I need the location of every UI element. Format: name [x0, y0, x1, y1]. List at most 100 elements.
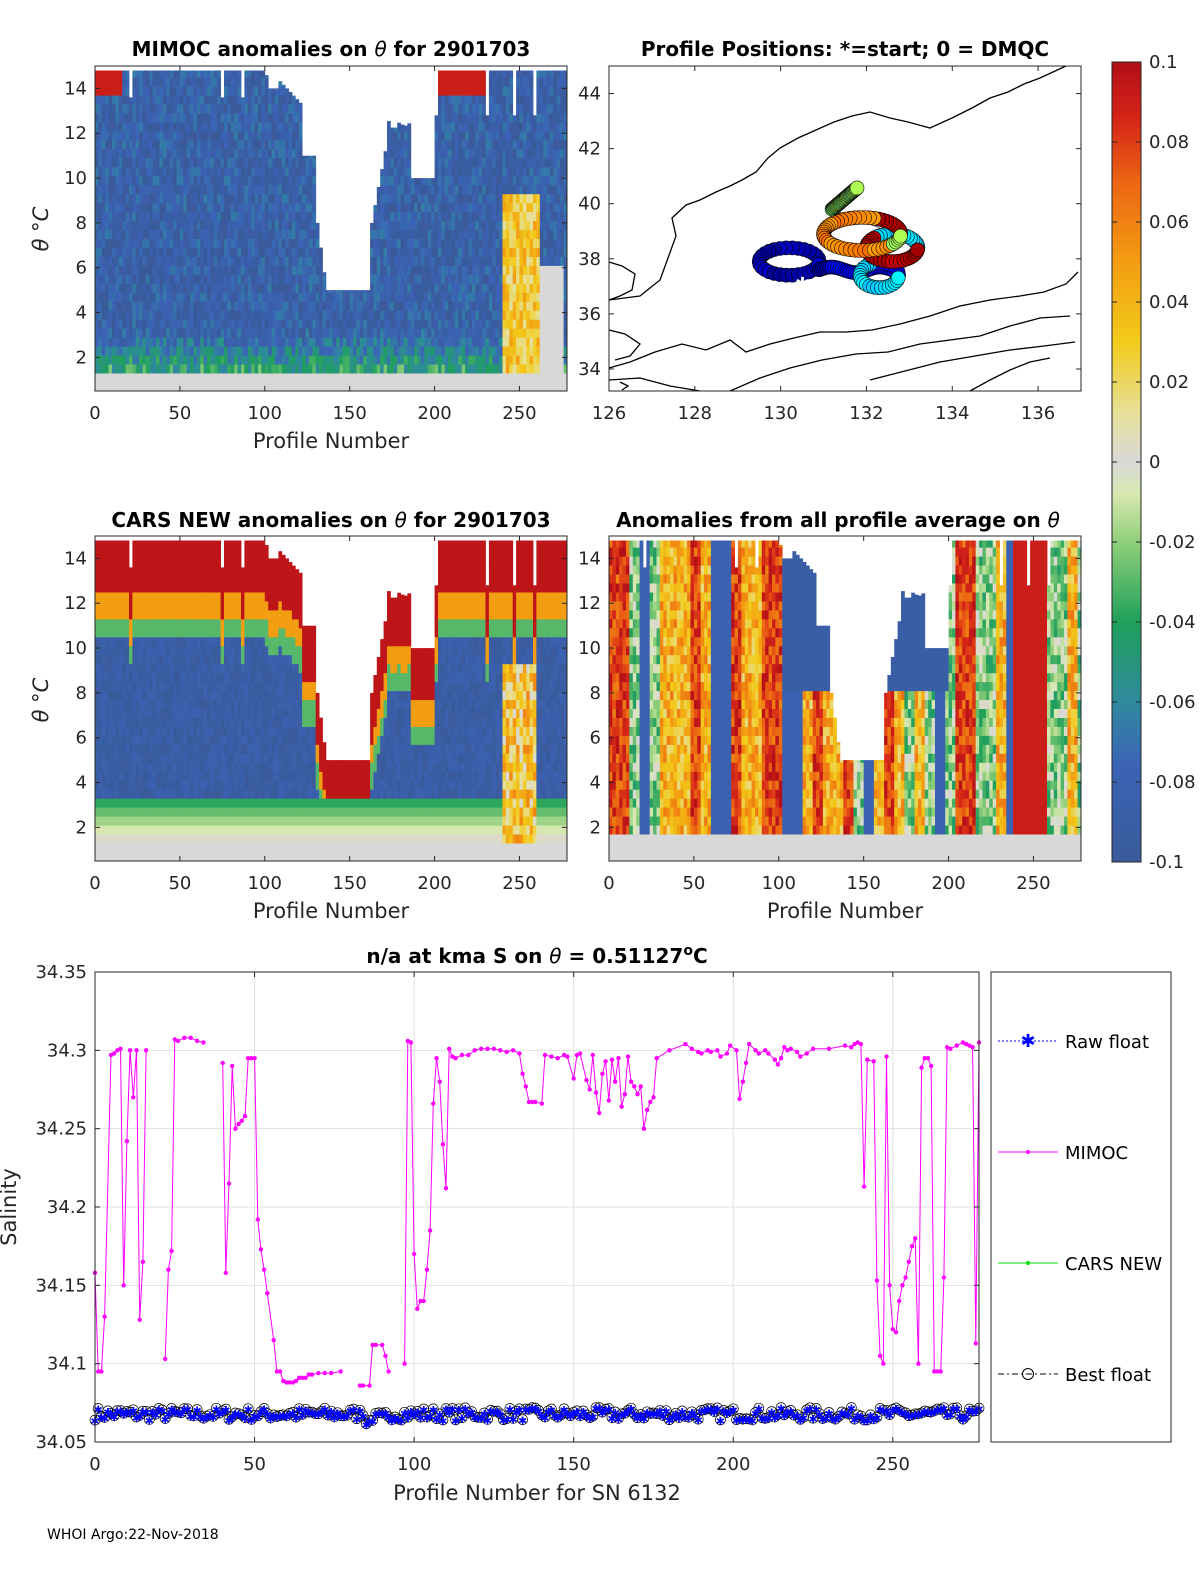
heatmap-cell — [461, 382, 466, 392]
heatmap-cell — [288, 148, 293, 159]
heatmap-cell — [404, 319, 408, 329]
heatmap-cell — [407, 364, 412, 374]
heatmap-cell — [424, 247, 429, 257]
heatmap-cell — [444, 104, 449, 114]
heatmap-cell — [207, 346, 211, 356]
heatmap-cell — [376, 382, 381, 392]
heatmap-cell — [186, 274, 191, 284]
heatmap-cell — [156, 301, 160, 311]
heatmap-cell — [383, 310, 388, 320]
heatmap-cell — [495, 292, 500, 302]
heatmap-cell — [115, 771, 120, 781]
heatmap-cell — [512, 382, 517, 392]
heatmap-cell — [485, 337, 490, 347]
heatmap-cell — [475, 202, 480, 213]
heatmap-cell — [560, 202, 564, 213]
heatmap-cell — [142, 122, 147, 132]
heatmap-cell — [482, 113, 486, 123]
heatmap-cell — [516, 292, 520, 302]
heatmap-cell — [118, 148, 123, 159]
heatmap-cell — [213, 220, 218, 231]
heatmap-cell — [234, 301, 238, 311]
heatmap-cell — [264, 328, 269, 338]
heatmap-cell — [200, 175, 205, 186]
heatmap-cell — [261, 238, 266, 248]
heatmap-cell — [502, 113, 507, 123]
heatmap-cell — [112, 95, 116, 105]
heatmap-cell — [522, 140, 527, 150]
heatmap-cell — [166, 211, 171, 222]
heatmap-cell — [108, 220, 113, 231]
heatmap-cell — [431, 283, 435, 293]
heatmap-cell — [529, 283, 534, 293]
heatmap-cell — [271, 238, 276, 248]
heatmap-cell — [550, 86, 554, 96]
heatmap-cell — [325, 310, 330, 320]
heatmap-cell — [152, 166, 157, 177]
heatmap-cell — [118, 337, 123, 347]
heatmap-cell — [261, 328, 266, 338]
heatmap-cell — [139, 301, 143, 311]
heatmap-cell — [149, 355, 154, 365]
heatmap-cell — [129, 319, 133, 329]
heatmap-cell — [115, 699, 120, 709]
heatmap-cell — [132, 148, 137, 159]
heatmap-cell — [275, 131, 279, 141]
heatmap-cell — [142, 328, 147, 338]
heatmap-cell — [268, 157, 272, 168]
heatmap-cell — [434, 157, 439, 168]
heatmap-cell — [451, 193, 456, 204]
heatmap-cell — [363, 373, 368, 383]
positions-frame — [608, 65, 1082, 392]
heatmap-cell — [471, 220, 476, 231]
heatmap-cell — [529, 140, 534, 150]
heatmap-cell — [475, 148, 480, 159]
heatmap-cell — [458, 355, 463, 365]
heatmap-cell — [224, 301, 228, 311]
heatmap-cell — [193, 301, 198, 311]
heatmap-cell — [145, 131, 150, 141]
heatmap-cell — [329, 328, 334, 338]
heatmap-cell — [387, 122, 391, 132]
heatmap-cell — [404, 193, 408, 204]
heatmap-cell — [115, 148, 120, 159]
heatmap-cell — [319, 364, 323, 374]
heatmap-cell — [417, 256, 422, 266]
heatmap-cell — [376, 346, 381, 356]
heatmap-cell — [173, 220, 177, 231]
heatmap-cell — [251, 220, 255, 231]
heatmap-cell — [179, 211, 184, 222]
heatmap-cell — [118, 274, 123, 284]
heatmap-cell — [145, 247, 150, 257]
heatmap-cell — [98, 834, 103, 844]
heatmap-cell — [522, 193, 527, 204]
heatmap-cell — [421, 328, 425, 338]
heatmap-cell — [112, 654, 116, 665]
heatmap-cell — [546, 211, 551, 222]
heatmap-cell — [431, 337, 435, 347]
heatmap-cell — [183, 70, 188, 78]
heatmap-cell — [407, 265, 412, 275]
heatmap-cell — [230, 238, 235, 248]
heatmap-cell — [346, 346, 351, 356]
heatmap-cell — [499, 364, 503, 374]
heatmap-cell — [142, 131, 147, 141]
heatmap-cell — [458, 86, 463, 96]
heatmap-cell — [112, 565, 116, 575]
heatmap-cell — [125, 193, 130, 204]
heatmap-cell — [516, 247, 520, 257]
heatmap-cell — [210, 328, 215, 338]
heatmap-cell — [465, 310, 469, 320]
heatmap-cell — [556, 77, 561, 87]
heatmap-cell — [482, 256, 486, 266]
heatmap-cell — [217, 220, 221, 231]
heatmap-cell — [224, 122, 228, 132]
heatmap-cell — [312, 256, 317, 266]
heatmap-cell — [122, 122, 126, 132]
heatmap-cell — [495, 310, 500, 320]
heatmap-cell — [461, 355, 466, 365]
heatmap-cell — [169, 337, 174, 347]
heatmap-cell — [492, 229, 497, 239]
heatmap-cell — [115, 247, 120, 257]
heatmap-cell — [563, 140, 568, 150]
